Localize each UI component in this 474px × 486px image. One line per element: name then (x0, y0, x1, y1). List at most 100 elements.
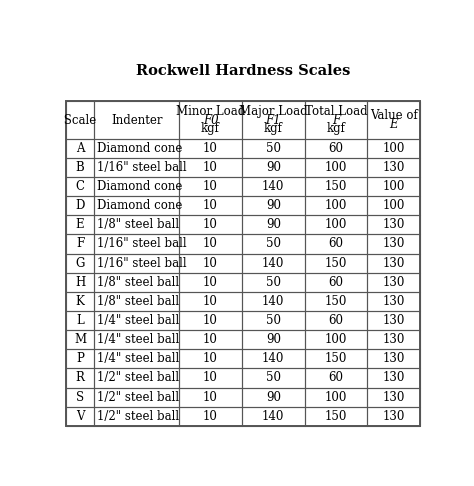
Bar (66, 234, 94, 254)
Text: 140: 140 (262, 410, 284, 423)
Bar (367, 311, 420, 330)
Bar (66, 292, 94, 311)
Text: 100: 100 (383, 199, 405, 212)
Text: 130: 130 (383, 276, 405, 289)
Bar (94, 349, 179, 368)
Text: 10: 10 (203, 333, 218, 346)
Text: 1/2" steel ball: 1/2" steel ball (97, 371, 179, 384)
Text: 10: 10 (203, 352, 218, 365)
Bar (94, 158, 179, 177)
Text: 10: 10 (203, 161, 218, 174)
Bar (367, 102, 420, 139)
Text: 100: 100 (383, 180, 405, 193)
Text: 1/8" steel ball: 1/8" steel ball (97, 218, 179, 231)
Bar (242, 273, 305, 292)
Bar (94, 254, 179, 273)
Bar (179, 368, 242, 387)
Text: 90: 90 (266, 161, 281, 174)
Text: 10: 10 (203, 391, 218, 403)
Text: 140: 140 (262, 295, 284, 308)
Text: Diamond cone: Diamond cone (97, 142, 182, 155)
Text: H: H (75, 276, 85, 289)
Bar (66, 196, 94, 215)
Text: 130: 130 (383, 314, 405, 327)
Text: Major Load: Major Load (239, 105, 308, 118)
Bar (66, 215, 94, 234)
Text: 10: 10 (203, 276, 218, 289)
Text: 100: 100 (325, 333, 347, 346)
Text: 100: 100 (325, 161, 347, 174)
Bar (242, 102, 305, 139)
Text: P: P (76, 352, 84, 365)
Text: A: A (76, 142, 84, 155)
Bar (367, 407, 420, 426)
Text: 60: 60 (328, 371, 344, 384)
Text: 50: 50 (266, 142, 281, 155)
Text: 10: 10 (203, 180, 218, 193)
Bar (179, 234, 242, 254)
Text: 100: 100 (383, 142, 405, 155)
Text: 50: 50 (266, 314, 281, 327)
Text: C: C (75, 180, 84, 193)
Bar (367, 368, 420, 387)
Text: 10: 10 (203, 257, 218, 270)
Text: 130: 130 (383, 371, 405, 384)
Text: 10: 10 (203, 142, 218, 155)
Text: F: F (76, 238, 84, 250)
Text: 130: 130 (383, 391, 405, 403)
Bar (242, 368, 305, 387)
Bar (179, 292, 242, 311)
Bar (242, 234, 305, 254)
Bar (305, 311, 367, 330)
Text: F: F (332, 114, 340, 126)
Bar (305, 292, 367, 311)
Bar (66, 254, 94, 273)
Text: 1/2" steel ball: 1/2" steel ball (97, 410, 179, 423)
Text: B: B (76, 161, 84, 174)
Text: 130: 130 (383, 238, 405, 250)
Bar (305, 273, 367, 292)
Bar (94, 196, 179, 215)
Text: 150: 150 (325, 352, 347, 365)
Text: kgf: kgf (327, 122, 346, 135)
Text: Indenter: Indenter (111, 114, 163, 126)
Bar (179, 311, 242, 330)
Bar (94, 311, 179, 330)
Bar (305, 177, 367, 196)
Bar (179, 349, 242, 368)
Bar (179, 177, 242, 196)
Bar (367, 234, 420, 254)
Text: 1/4" steel ball: 1/4" steel ball (97, 314, 179, 327)
Text: S: S (76, 391, 84, 403)
Text: Minor Load: Minor Load (176, 105, 245, 118)
Text: 60: 60 (328, 142, 344, 155)
Bar (305, 330, 367, 349)
Bar (242, 215, 305, 234)
Text: 1/4" steel ball: 1/4" steel ball (97, 333, 179, 346)
Bar (179, 330, 242, 349)
Text: 1/8" steel ball: 1/8" steel ball (97, 276, 179, 289)
Bar (242, 311, 305, 330)
Text: Scale: Scale (60, 114, 100, 126)
Text: 50: 50 (266, 371, 281, 384)
Text: kgf: kgf (201, 122, 220, 135)
Bar (66, 139, 94, 158)
Bar (305, 254, 367, 273)
Text: Diamond cone: Diamond cone (97, 180, 182, 193)
Bar (94, 234, 179, 254)
Bar (179, 196, 242, 215)
Text: G: G (75, 257, 85, 270)
Bar (305, 368, 367, 387)
Bar (179, 102, 242, 139)
Bar (242, 254, 305, 273)
Bar (367, 254, 420, 273)
Bar (367, 139, 420, 158)
Text: 50: 50 (266, 276, 281, 289)
Text: 130: 130 (383, 295, 405, 308)
Text: Value of: Value of (370, 109, 418, 122)
Text: 90: 90 (266, 391, 281, 403)
Bar (305, 196, 367, 215)
Bar (94, 215, 179, 234)
Text: 1/16" steel ball: 1/16" steel ball (97, 257, 187, 270)
Text: 90: 90 (266, 199, 281, 212)
